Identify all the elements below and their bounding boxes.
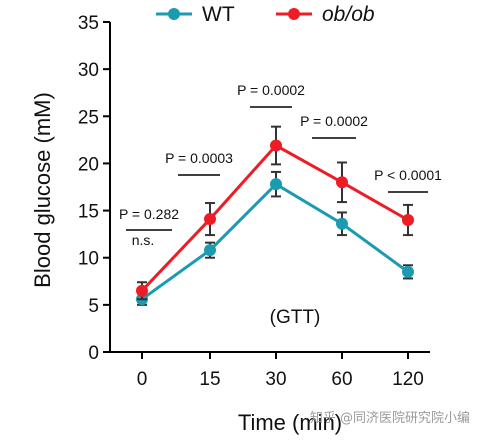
- series-line: [141, 182, 409, 301]
- legend-marker: [288, 8, 300, 20]
- data-point: [204, 244, 216, 257]
- p-value-label: P = 0.282: [119, 206, 179, 222]
- y-tick-label: 30: [78, 60, 99, 81]
- p-value-label: P < 0.0001: [374, 167, 442, 183]
- data-point: [270, 139, 282, 152]
- series-0: [136, 170, 414, 306]
- data-point: [136, 284, 148, 297]
- watermark: 知乎 @同济医院研究院小编: [310, 410, 470, 426]
- y-axis-title: Blood glucose (mM): [30, 92, 55, 288]
- x-tick-label: 120: [392, 369, 424, 390]
- legend-item-1: ob/ob: [276, 3, 375, 26]
- axes: 0 5 10 15 20 25 30 35 0 15 30 60 120: [78, 13, 430, 390]
- y-tick-label: 5: [88, 296, 99, 317]
- legend-label: WT: [202, 3, 235, 26]
- x-tick-label: 30: [265, 369, 286, 390]
- data-point: [204, 213, 216, 226]
- series-layer: [136, 125, 414, 306]
- series-1: [136, 125, 414, 301]
- ns-label: n.s.: [132, 232, 155, 248]
- data-point: [270, 178, 282, 191]
- y-tick-label: 10: [78, 249, 99, 270]
- y-tick-label: 15: [78, 202, 99, 223]
- y-tick-label: 25: [78, 107, 99, 128]
- data-point: [336, 217, 348, 230]
- y-tick-label: 0: [88, 343, 99, 364]
- data-point: [336, 176, 348, 189]
- x-tick-label: 0: [137, 369, 148, 390]
- y-tick-label: 20: [78, 154, 99, 175]
- x-tick-label: 15: [199, 369, 220, 390]
- data-point: [402, 265, 414, 278]
- y-tick-label: 35: [78, 13, 99, 34]
- legend: WT ob/ob: [156, 3, 375, 26]
- inner-label: (GTT): [270, 307, 321, 328]
- p-value-label: P = 0.0002: [300, 113, 368, 129]
- legend-item-0: WT: [156, 3, 235, 26]
- annotations: P = 0.282 n.s. P = 0.0003 P = 0.0002 P = 0.0…: [119, 82, 442, 248]
- legend-label: ob/ob: [322, 3, 375, 26]
- data-point: [402, 214, 414, 226]
- p-value-label: P = 0.0002: [237, 82, 305, 98]
- legend-marker: [168, 8, 180, 20]
- p-value-label: P = 0.0003: [165, 150, 233, 166]
- x-axis-title: Time (min): [238, 410, 342, 435]
- x-tick-label: 60: [331, 369, 352, 390]
